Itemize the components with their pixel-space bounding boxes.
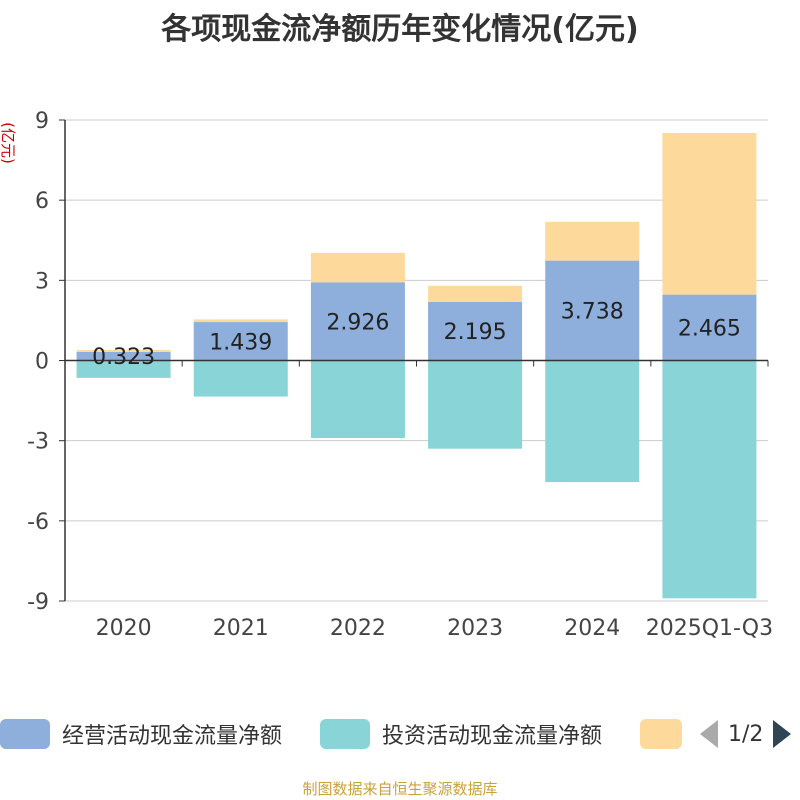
y-axis-title: (亿元) xyxy=(0,122,17,164)
x-tick-label: 2021 xyxy=(213,616,269,641)
bar-investing xyxy=(662,360,757,599)
bar-financing xyxy=(545,221,640,261)
legend: 经营活动现金流量净额 投资活动现金流量净额 xyxy=(0,716,800,756)
bar-investing xyxy=(428,360,523,449)
bar-operating xyxy=(428,301,523,361)
grid-layer xyxy=(65,119,768,602)
data-label-operating: 0.323 xyxy=(92,345,155,370)
y-tick-label: 3 xyxy=(35,269,49,294)
data-label-operating: 2.926 xyxy=(326,310,389,335)
chart-title: 各项现金流净额历年变化情况(亿元) xyxy=(161,12,639,47)
data-label-operating: 1.439 xyxy=(209,330,272,355)
bar-financing xyxy=(310,252,405,283)
bar-layer xyxy=(76,132,757,599)
bar-financing xyxy=(428,285,523,302)
legend-pager: 1/2 xyxy=(700,718,792,750)
x-tick-label: 2022 xyxy=(330,616,386,641)
bar-operating xyxy=(310,282,405,361)
bar-operating xyxy=(545,260,640,361)
legend-swatch-financing xyxy=(640,719,682,749)
bar-financing xyxy=(193,319,288,323)
bar-investing xyxy=(193,360,288,397)
y-tick-label: -9 xyxy=(27,590,49,615)
legend-swatch-operating xyxy=(0,719,50,749)
label-layer: 0.323 1.439 2.926 2.195 3.738 2.465 xyxy=(92,300,741,371)
bar-investing xyxy=(310,360,405,438)
data-label-operating: 2.195 xyxy=(444,320,507,345)
x-tick-label: 2020 xyxy=(96,616,152,641)
legend-next-page-icon[interactable] xyxy=(773,720,792,748)
x-tick-label: 2024 xyxy=(564,616,620,641)
bar-operating xyxy=(662,294,757,361)
data-label-operating: 3.738 xyxy=(561,300,624,325)
x-tick-label: 2025Q1-Q3 xyxy=(646,616,773,641)
legend-label-operating: 经营活动现金流量净额 xyxy=(62,724,283,749)
bar-investing xyxy=(76,360,171,378)
data-label-operating: 2.465 xyxy=(678,317,741,342)
bar-financing xyxy=(662,132,757,295)
y-tick-label: 6 xyxy=(35,189,49,214)
bar-investing xyxy=(545,360,640,483)
y-tick-label: 9 xyxy=(35,109,49,134)
legend-page-indicator: 1/2 xyxy=(728,721,764,747)
y-tick-label: -3 xyxy=(27,430,49,455)
legend-item-operating[interactable]: 经营活动现金流量净额 xyxy=(0,716,282,752)
chart-plot: 9 6 3 0 -3 -6 -9 (亿元) 2020 2021 2022 2023 2024 2025Q1… xyxy=(0,109,773,641)
legend-label-investing: 投资活动现金流量净额 xyxy=(382,724,603,749)
legend-prev-page-icon[interactable] xyxy=(700,720,718,748)
data-source-note: 制图数据来自恒生聚源数据库 xyxy=(302,780,498,798)
bar-operating xyxy=(193,322,288,361)
y-tick-label: 0 xyxy=(35,350,49,375)
y-tick-label: -6 xyxy=(27,510,49,535)
x-tick-label: 2023 xyxy=(447,616,503,641)
legend-swatch-investing xyxy=(320,719,370,749)
legend-item-financing[interactable] xyxy=(640,716,682,752)
axis-layer: 9 6 3 0 -3 -6 -9 (亿元) 2020 2021 2022 2023 2024 2025Q1… xyxy=(0,109,773,641)
bar-financing xyxy=(76,349,171,352)
legend-item-investing[interactable]: 投资活动现金流量净额 xyxy=(320,716,602,752)
bar-operating xyxy=(76,351,171,361)
